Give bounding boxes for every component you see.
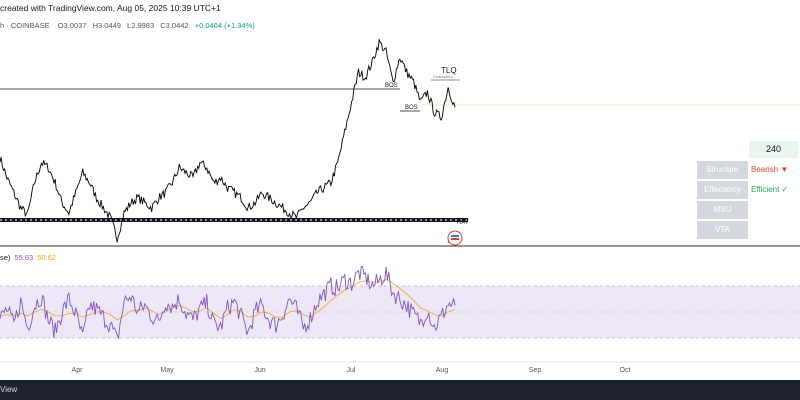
- vta-label: VTA: [697, 221, 748, 239]
- chart-svg[interactable]: BOS BOS TLQ Continuation RAY Apr May Jun Ju…: [0, 0, 800, 380]
- rsi-legend: se) 55.63 50.62: [0, 253, 56, 262]
- chart-credit: created with TradingView.com, Aug 05, 20…: [0, 3, 221, 13]
- rsi-line: [0, 265, 456, 340]
- x-tick-label: Jun: [254, 367, 265, 374]
- efficiency-label: Effeciency: [697, 181, 748, 199]
- x-tick-label: May: [160, 367, 174, 374]
- ohlc-change: +0.0404 (+1.34%): [194, 21, 255, 30]
- rsi-ma-value: 50.62: [37, 253, 56, 262]
- ray-label: RAY: [457, 220, 469, 226]
- ohlc-low: L2.9983: [127, 21, 155, 30]
- x-tick-label: Sep: [529, 367, 542, 374]
- x-tick-label: Oct: [620, 367, 631, 374]
- efficiency-value: Efficient ✓: [751, 185, 789, 194]
- ohlc-open: O3.0037: [57, 21, 87, 30]
- x-tick-label: Jul: [347, 367, 356, 374]
- structure-label: Structure: [697, 161, 748, 179]
- msu-label: MSU: [697, 201, 748, 219]
- footer-text: View: [0, 385, 18, 394]
- rsi-legend-label: se): [0, 253, 11, 262]
- timeframe-badge: 240: [749, 141, 798, 158]
- bos-label-1: BOS: [385, 83, 398, 89]
- x-tick-label: Aug: [436, 367, 449, 374]
- price-series-line: [0, 39, 456, 243]
- flag-badge-icon[interactable]: [447, 230, 463, 246]
- ohlc-bar: h · COINBASE O3.0037 H3.0449 L2.9983 C3.…: [0, 21, 255, 30]
- symbol-exchange: h · COINBASE: [0, 21, 50, 30]
- tlq-label: TLQ: [441, 66, 457, 75]
- footer-bar: View: [0, 380, 800, 400]
- ohlc-high: H3.0449: [92, 21, 121, 30]
- rsi-ma-line: [0, 279, 456, 321]
- ray-band: [0, 218, 468, 222]
- structure-value: Bearish ▼: [751, 165, 789, 174]
- ohlc-close: C3.0442: [160, 21, 189, 30]
- rsi-value: 55.63: [14, 253, 34, 262]
- bos-label-2: BOS: [405, 105, 418, 111]
- x-tick-label: Apr: [72, 367, 84, 374]
- tlq-sublabel: Continuation: [433, 75, 453, 79]
- x-axis-ticks: Apr May Jun Jul Aug Sep Oct: [72, 367, 631, 374]
